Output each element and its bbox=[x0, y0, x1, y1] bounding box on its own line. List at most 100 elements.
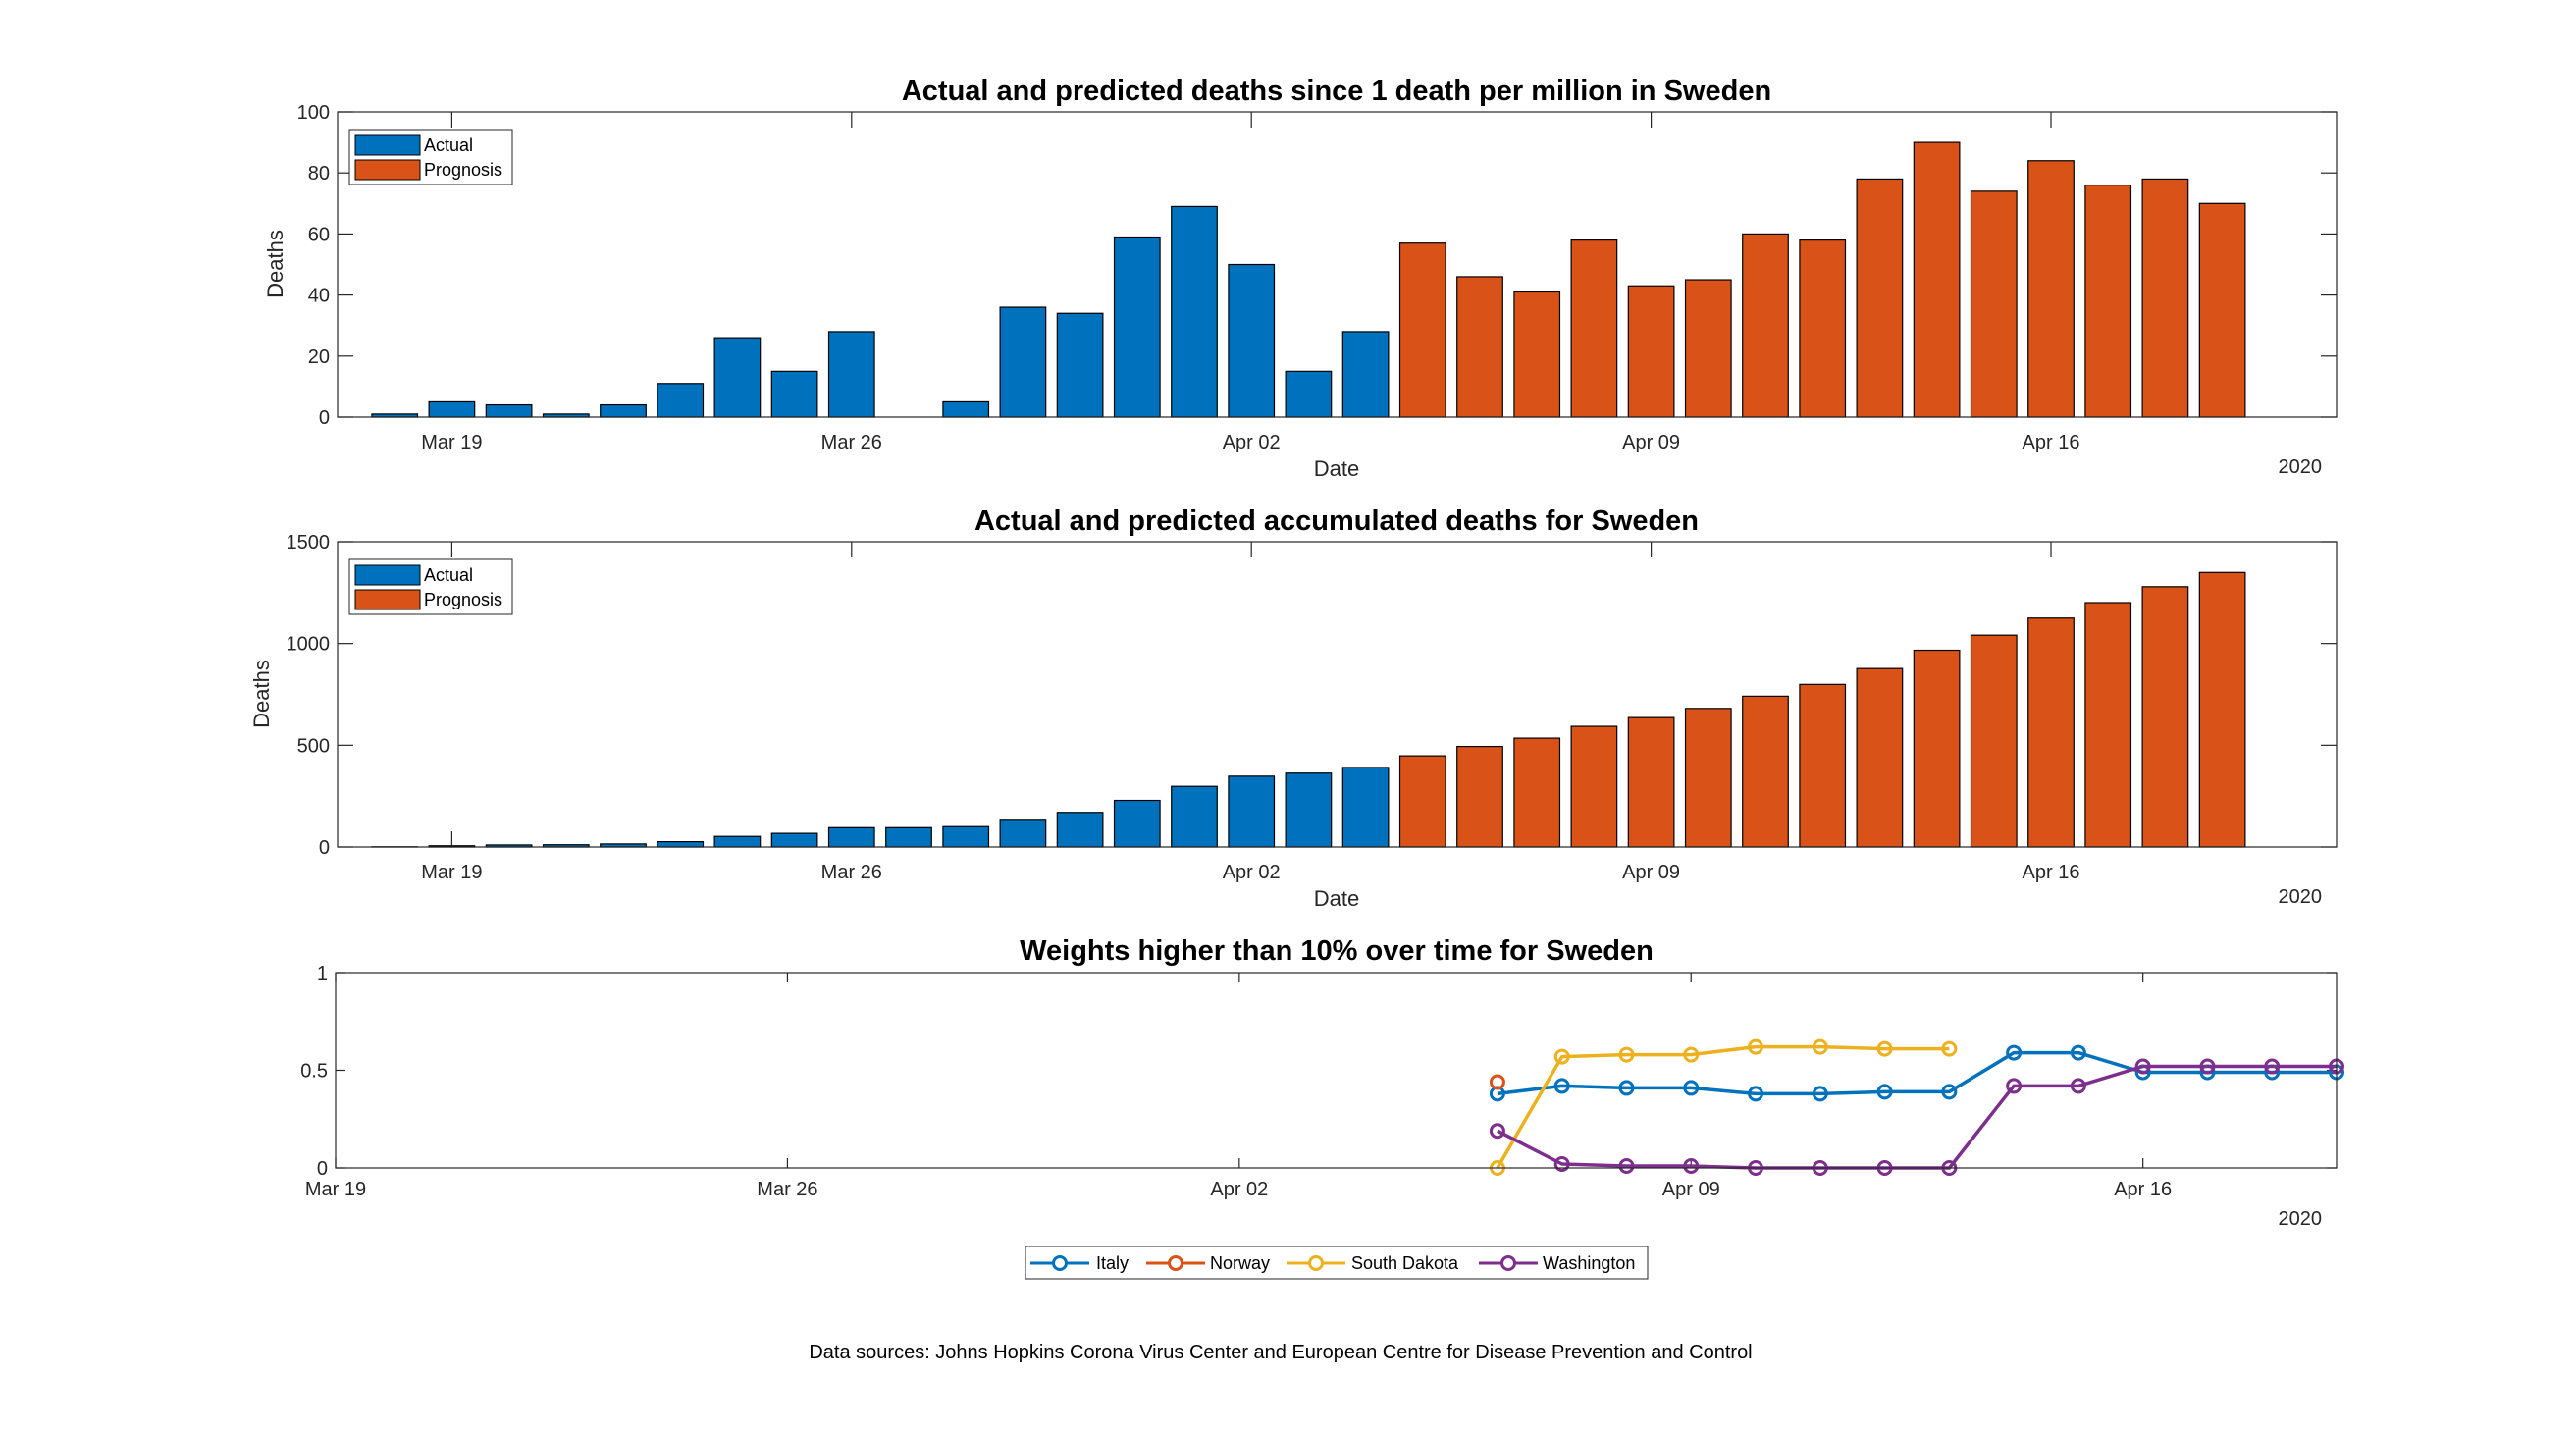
data-point-washington bbox=[1489, 1123, 1505, 1140]
bar-actual bbox=[770, 370, 818, 418]
bar-prognosis bbox=[1799, 683, 1847, 848]
x-tick-label: Apr 16 bbox=[2114, 1179, 2172, 1200]
data-point-south-dakota bbox=[1683, 1046, 1700, 1063]
x-tick-label: Apr 09 bbox=[1622, 432, 1680, 453]
legend-marker bbox=[1168, 1255, 1183, 1271]
year-label: 2020 bbox=[2279, 456, 2323, 478]
plot-frame bbox=[335, 972, 2338, 1169]
bar-prognosis bbox=[2141, 586, 2189, 848]
y-tick-label: 40 bbox=[308, 286, 330, 307]
x-tick-label: Mar 26 bbox=[757, 1179, 817, 1200]
data-point-italy bbox=[1876, 1084, 1893, 1100]
legend-swatch-actual bbox=[354, 134, 421, 156]
bar-prognosis bbox=[1513, 737, 1561, 848]
legend-item-italy: Italy bbox=[1030, 1253, 1129, 1273]
chart-title: Actual and predicted deaths since 1 deat… bbox=[902, 76, 1771, 107]
y-tick-label: 1 bbox=[317, 963, 328, 984]
data-point-washington bbox=[2264, 1058, 2281, 1075]
bar-actual bbox=[1113, 236, 1161, 418]
bar-prognosis bbox=[1799, 239, 1847, 418]
data-point-south-dakota bbox=[1618, 1046, 1635, 1063]
data-point-italy bbox=[1748, 1086, 1764, 1102]
bar-actual bbox=[885, 826, 932, 848]
legend-label-prognosis: Prognosis bbox=[424, 590, 502, 610]
data-point-washington bbox=[2070, 1078, 2086, 1094]
x-tick-label: Apr 09 bbox=[1622, 862, 1680, 883]
x-tick-label: Apr 16 bbox=[2023, 432, 2080, 453]
legend: Actual Prognosis bbox=[348, 558, 513, 615]
bar-actual bbox=[1285, 370, 1333, 418]
chart-accumulated-deaths: Actual and predicted accumulated deaths … bbox=[249, 505, 2338, 911]
data-point-norway bbox=[1489, 1074, 1505, 1090]
legend-label-prognosis: Prognosis bbox=[424, 160, 502, 180]
bar-actual bbox=[1056, 312, 1104, 418]
x-tick-label: Apr 02 bbox=[1223, 432, 1281, 453]
legend-item-washington: Washington bbox=[1479, 1253, 1635, 1273]
bar-actual bbox=[1113, 799, 1161, 848]
y-tick-label: 1500 bbox=[287, 532, 331, 554]
data-source-note: Data sources: Johns Hopkins Corona Virus… bbox=[809, 1342, 1752, 1363]
bar-prognosis bbox=[1856, 667, 1904, 848]
y-tick-label: 0 bbox=[317, 1158, 328, 1180]
plot-area bbox=[336, 973, 2337, 1168]
bar-prognosis bbox=[2198, 571, 2246, 848]
bars bbox=[371, 141, 2246, 418]
data-point-italy bbox=[1941, 1084, 1958, 1100]
bar-prognosis bbox=[2084, 602, 2132, 848]
chart-title: Weights higher than 10% over time for Sw… bbox=[1020, 935, 1654, 967]
x-axis: Mar 19 Mar 26 Apr 02 Apr 09 Apr 16 bbox=[421, 112, 2079, 453]
legend-swatch-prognosis bbox=[354, 589, 421, 610]
chart-weights: Weights higher than 10% over time for Sw… bbox=[300, 935, 2344, 1280]
data-point-italy bbox=[1683, 1080, 1700, 1096]
bar-actual bbox=[428, 400, 476, 418]
legend-label-actual: Actual bbox=[424, 135, 473, 155]
bar-prognosis bbox=[1456, 745, 1503, 848]
data-point-south-dakota bbox=[1876, 1040, 1893, 1057]
x-axis: Mar 19 Mar 26 Apr 02 Apr 09 Apr 16 bbox=[421, 542, 2079, 883]
data-point-south-dakota bbox=[1553, 1048, 1570, 1065]
bar-actual bbox=[999, 306, 1047, 418]
legend-swatch-prognosis bbox=[354, 159, 421, 181]
bar-prognosis bbox=[1398, 242, 1446, 418]
data-point-washington bbox=[1618, 1158, 1635, 1175]
bar-actual bbox=[1171, 785, 1218, 848]
bar-prognosis bbox=[1456, 276, 1503, 418]
x-tick-label: Mar 19 bbox=[421, 432, 482, 453]
bar-prognosis bbox=[2027, 160, 2075, 418]
data-point-washington bbox=[1553, 1156, 1570, 1173]
y-axis: 0 20 40 60 80 100 bbox=[297, 102, 2337, 429]
bar-prognosis bbox=[1627, 716, 1675, 848]
legend-item-south-dakota: South Dakota bbox=[1287, 1253, 1459, 1273]
y-tick-label: 0 bbox=[319, 837, 330, 859]
year-label: 2020 bbox=[2279, 1208, 2323, 1230]
y-tick-label: 20 bbox=[308, 346, 330, 368]
bar-prognosis bbox=[1570, 239, 1618, 418]
x-axis-label: Date bbox=[1314, 456, 1359, 481]
legend: Actual Prognosis bbox=[348, 129, 513, 186]
bar-actual bbox=[657, 841, 705, 848]
data-point-italy bbox=[2070, 1044, 2086, 1061]
bar-prognosis bbox=[1684, 279, 1732, 418]
data-point-washington bbox=[1683, 1158, 1700, 1175]
chart-daily-deaths: Actual and predicted deaths since 1 deat… bbox=[263, 76, 2338, 481]
bar-actual bbox=[1285, 772, 1333, 848]
x-tick-label: Mar 26 bbox=[821, 862, 882, 883]
series-line-south-dakota bbox=[1496, 1044, 1950, 1169]
legend-item-norway: Norway bbox=[1146, 1253, 1270, 1273]
bar-actual bbox=[999, 819, 1047, 848]
bar-actual bbox=[1228, 775, 1276, 848]
y-tick-label: 1000 bbox=[287, 634, 331, 656]
bar-prognosis bbox=[2198, 202, 2246, 418]
y-axis-label: Deaths bbox=[263, 230, 288, 298]
y-tick-label: 100 bbox=[297, 102, 330, 124]
x-axis: Mar 19 Mar 26 Apr 02 Apr 09 Apr 16 bbox=[305, 973, 2172, 1200]
legend-label: South Dakota bbox=[1351, 1253, 1459, 1273]
bar-prognosis bbox=[1742, 233, 1789, 418]
legend-marker bbox=[1308, 1255, 1324, 1271]
y-tick-label: 0 bbox=[319, 407, 330, 429]
bar-prognosis bbox=[1742, 695, 1789, 848]
x-axis-label: Date bbox=[1314, 886, 1359, 911]
legend-marker bbox=[1500, 1255, 1516, 1271]
bars bbox=[371, 571, 2246, 848]
bar-prognosis bbox=[1856, 178, 1904, 418]
